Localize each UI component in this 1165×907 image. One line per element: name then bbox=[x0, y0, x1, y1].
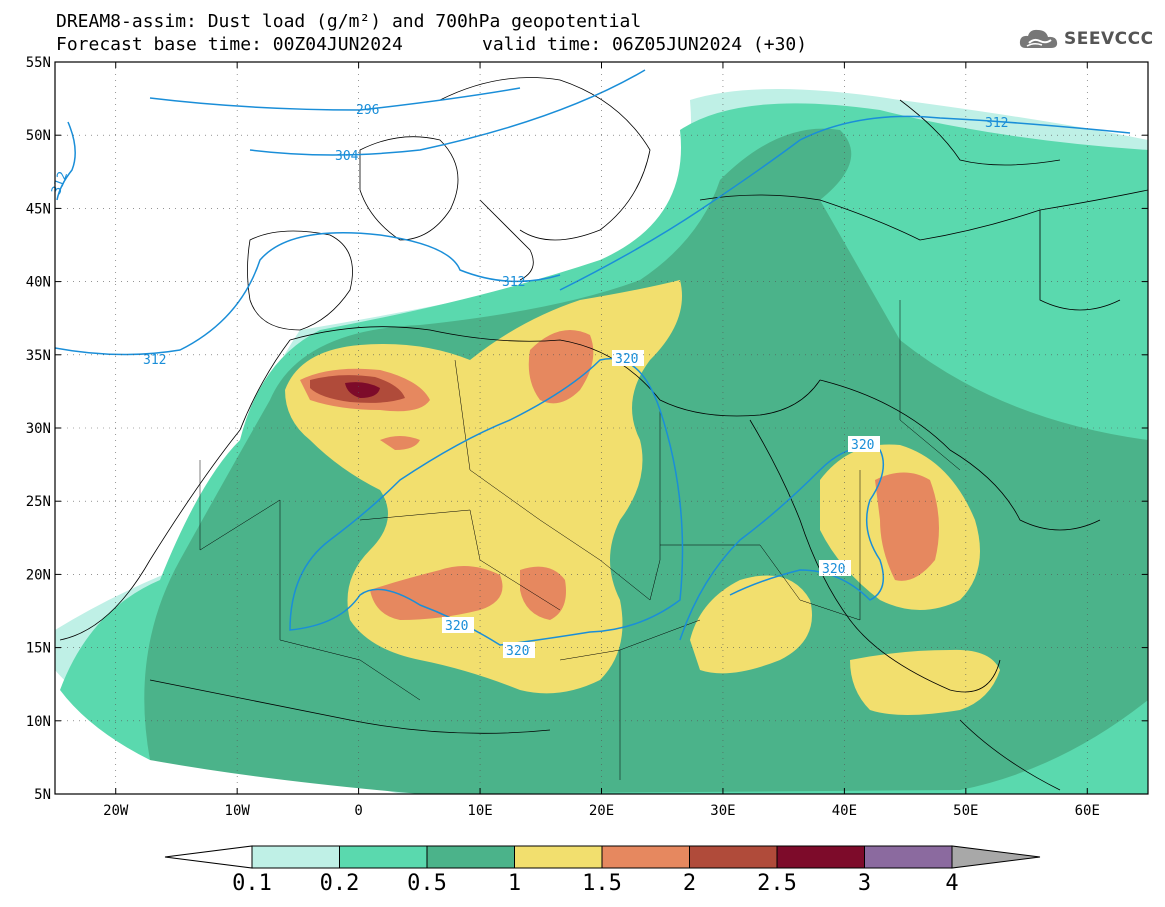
logo: SEEVCCC bbox=[1018, 26, 1154, 52]
longitude-label: 20W bbox=[103, 803, 129, 819]
colorbar-swatch bbox=[426, 845, 515, 869]
colorbar-swatch bbox=[601, 845, 690, 869]
latitude-label: 40N bbox=[26, 275, 51, 291]
graticule bbox=[55, 62, 1148, 794]
latitude-label: 55N bbox=[26, 55, 51, 71]
colorbar-over-triangle bbox=[951, 845, 1041, 869]
logo-text: SEEVCCC bbox=[1064, 29, 1154, 49]
longitude-label: 30E bbox=[710, 803, 735, 819]
longitude-label: 50E bbox=[953, 803, 978, 819]
colorbar-swatch bbox=[251, 845, 340, 869]
latitude-label: 20N bbox=[26, 567, 51, 583]
colorbar-label: 3 bbox=[858, 871, 871, 896]
axis-labels: 55N 50N 45N 40N 35N 30N 25N 20N 15N 10N 5N 20W 10W 0 1… bbox=[26, 55, 1148, 819]
latitude-label: 15N bbox=[26, 641, 51, 657]
colorbar-under-triangle bbox=[164, 845, 253, 869]
colorbar-label: 2 bbox=[683, 871, 696, 896]
cloud-icon bbox=[1019, 29, 1058, 48]
contour-label: 320 bbox=[445, 619, 468, 634]
latitude-label: 5N bbox=[34, 787, 51, 803]
colorbar-label: 4 bbox=[945, 871, 958, 896]
contour-label: 296 bbox=[356, 103, 379, 118]
contour-label: 312 bbox=[502, 275, 525, 290]
latitude-label: 10N bbox=[26, 714, 51, 730]
contour-label: 320 bbox=[506, 644, 529, 659]
colorbar: 0.1 0.2 0.5 1 1.5 2 2.5 3 4 bbox=[164, 845, 1041, 896]
valid-time: valid time: 06Z05JUN2024 (+30) bbox=[482, 34, 808, 55]
dust-fill-layer bbox=[55, 89, 1148, 794]
forecast-base-time: Forecast base time: 00Z04JUN2024 bbox=[56, 34, 403, 55]
colorbar-label: 1 bbox=[508, 871, 521, 896]
contour-label: 312 bbox=[985, 116, 1008, 131]
colorbar-swatch bbox=[514, 845, 603, 869]
colorbar-label: 1.5 bbox=[582, 871, 622, 896]
latitude-label: 35N bbox=[26, 348, 51, 364]
contour-labels-boxed: 320 320 320 320 320 bbox=[442, 350, 880, 659]
latitude-label: 50N bbox=[26, 128, 51, 144]
colorbar-label: 0.2 bbox=[320, 871, 360, 896]
longitude-label: 40E bbox=[832, 803, 857, 819]
contour-label: 312 bbox=[49, 170, 71, 197]
colorbar-label: 0.1 bbox=[232, 871, 272, 896]
longitude-label: 10W bbox=[225, 803, 251, 819]
colorbar-swatch bbox=[864, 845, 953, 869]
contour-label: 304 bbox=[335, 149, 359, 164]
contour-label: 312 bbox=[143, 353, 166, 368]
latitude-label: 45N bbox=[26, 201, 51, 217]
latitude-label: 30N bbox=[26, 421, 51, 437]
colorbar-label: 0.5 bbox=[407, 871, 447, 896]
country-borders bbox=[199, 300, 961, 780]
contour-label: 320 bbox=[615, 352, 638, 367]
colorbar-label: 2.5 bbox=[757, 871, 797, 896]
map-title: DREAM8-assim: Dust load (g/m²) and 700hP… bbox=[56, 11, 642, 32]
longitude-label: 60E bbox=[1075, 803, 1100, 819]
colorbar-swatch bbox=[776, 845, 865, 869]
longitude-label: 20E bbox=[589, 803, 614, 819]
longitude-label: 10E bbox=[467, 803, 492, 819]
colorbar-swatch bbox=[689, 845, 778, 869]
latitude-label: 25N bbox=[26, 494, 51, 510]
longitude-label: 0 bbox=[354, 803, 362, 819]
colorbar-swatch bbox=[339, 845, 428, 869]
contour-label: 320 bbox=[851, 438, 874, 453]
coastlines bbox=[59, 77, 1148, 791]
contour-label: 320 bbox=[822, 562, 845, 577]
